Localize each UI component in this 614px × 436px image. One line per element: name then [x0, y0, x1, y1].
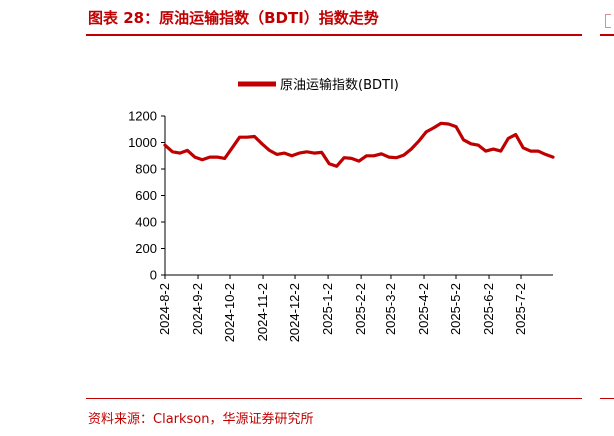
figure-title: 图表 28：原油运输指数（BDTI）指数走势 [88, 9, 379, 27]
series-line-bdti [163, 121, 555, 168]
adjacent-panel-edge [605, 14, 611, 28]
source-note: 资料来源：Clarkson，华源证券研究所 [88, 412, 314, 427]
x-tick-label: 2024-12-2 [287, 283, 302, 342]
x-axis: 2024-8-2 2024-9-2 2024-10-2 2024-11-2 2024-1… [157, 274, 553, 342]
x-tick-label: 2024-9-2 [190, 283, 205, 335]
legend-label: 原油运输指数(BDTI) [280, 77, 399, 93]
x-tick-label: 2025-1-2 [320, 283, 335, 335]
x-tick-label: 2025-7-2 [513, 283, 528, 335]
y-tick-label: 600 [135, 188, 157, 203]
x-tick-label: 2025-3-2 [383, 283, 398, 335]
x-tick-label: 2024-10-2 [222, 283, 237, 342]
y-tick-label: 400 [135, 215, 157, 230]
y-tick-label: 1000 [128, 135, 157, 150]
y-tick-label: 1200 [128, 109, 157, 124]
source-divider [86, 398, 582, 399]
x-tick-label: 2025-5-2 [448, 283, 463, 335]
x-tick-label: 2025-2-2 [353, 283, 368, 335]
x-tick-label: 2025-4-2 [416, 283, 431, 335]
adjacent-panel-rule [600, 34, 614, 36]
y-tick-label: 800 [135, 162, 157, 177]
title-divider [86, 34, 582, 36]
legend: 原油运输指数(BDTI) [238, 77, 399, 93]
plot-area [163, 121, 555, 168]
y-tick-label: 0 [150, 268, 157, 283]
x-tick-label: 2024-8-2 [157, 283, 172, 335]
x-tick-label: 2025-6-2 [481, 283, 496, 335]
y-tick-label: 200 [135, 241, 157, 256]
adjacent-panel-footer-rule [600, 398, 614, 399]
x-tick-label: 2024-11-2 [255, 283, 270, 341]
y-axis: 0 200 400 600 800 1000 1200 [128, 109, 166, 283]
